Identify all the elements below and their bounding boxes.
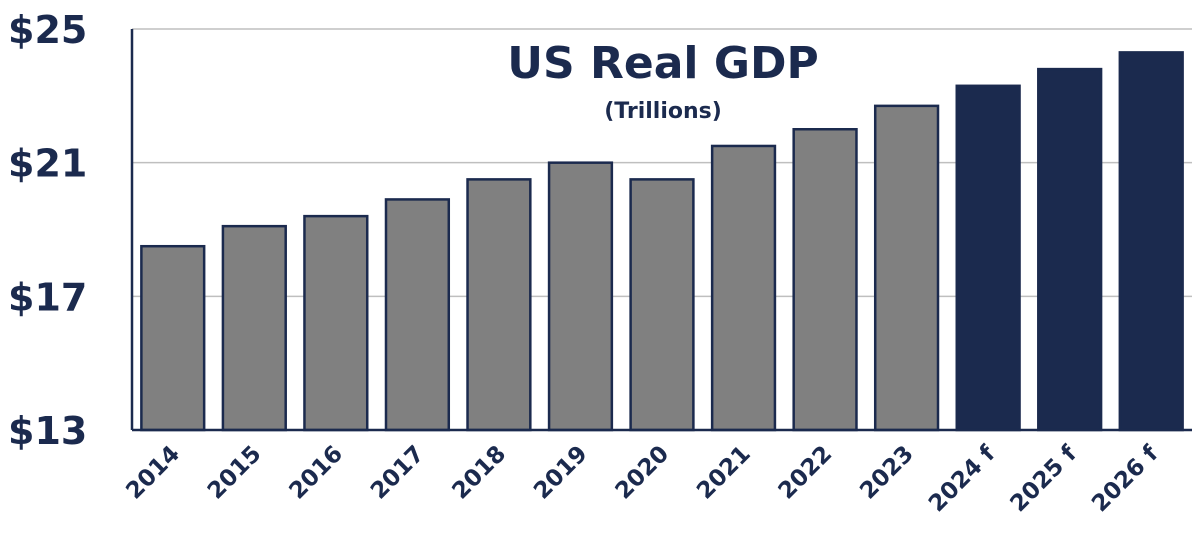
x-tick-label: 2026 f bbox=[1087, 440, 1164, 517]
bar-2020 bbox=[629, 178, 695, 432]
x-tick-label: 2016 bbox=[284, 441, 348, 505]
bars bbox=[140, 51, 1184, 432]
y-tick-label: $21 bbox=[8, 142, 87, 186]
bar-2016 bbox=[303, 214, 369, 432]
bar-2019 bbox=[547, 161, 614, 432]
x-tick-label: 2022 bbox=[774, 441, 838, 505]
x-tick-label: 2017 bbox=[366, 441, 430, 505]
x-tick-label: 2019 bbox=[529, 441, 593, 505]
x-tick-label: 2020 bbox=[611, 441, 675, 505]
bar-2015 bbox=[221, 224, 287, 432]
chart-title: US Real GDP bbox=[507, 38, 818, 89]
y-tick-label: $25 bbox=[8, 8, 87, 52]
y-tick-label: $17 bbox=[8, 275, 87, 319]
bar-2018 bbox=[466, 178, 532, 432]
x-tick-label: 2025 f bbox=[1006, 440, 1083, 517]
x-tick-label: 2024 f bbox=[924, 440, 1001, 517]
y-tick-label: $13 bbox=[8, 409, 87, 453]
x-tick-label: 2023 bbox=[855, 441, 919, 505]
x-tick-label: 2015 bbox=[203, 441, 267, 505]
bar-2025-f bbox=[1037, 67, 1103, 432]
bar-2021 bbox=[710, 144, 777, 432]
x-tick-labels: 2014 2015 2016 2017 2018 2019 2020 2021 2022 2023… bbox=[121, 440, 1164, 517]
x-tick-label: 2021 bbox=[692, 441, 756, 505]
chart-subtitle: (Trillions) bbox=[604, 99, 722, 124]
bar-2022 bbox=[792, 128, 858, 432]
axes bbox=[130, 29, 1192, 432]
x-tick-label: 2018 bbox=[448, 441, 512, 505]
x-tick-label: 2014 bbox=[121, 441, 185, 505]
bar-2024-f bbox=[955, 84, 1021, 432]
bar-2023 bbox=[873, 104, 940, 432]
bar-2017 bbox=[384, 198, 451, 432]
y-tick-labels: $13 $17 $21 $25 bbox=[8, 8, 87, 453]
bar-2026-f bbox=[1118, 51, 1184, 432]
bar-2014 bbox=[140, 244, 206, 432]
